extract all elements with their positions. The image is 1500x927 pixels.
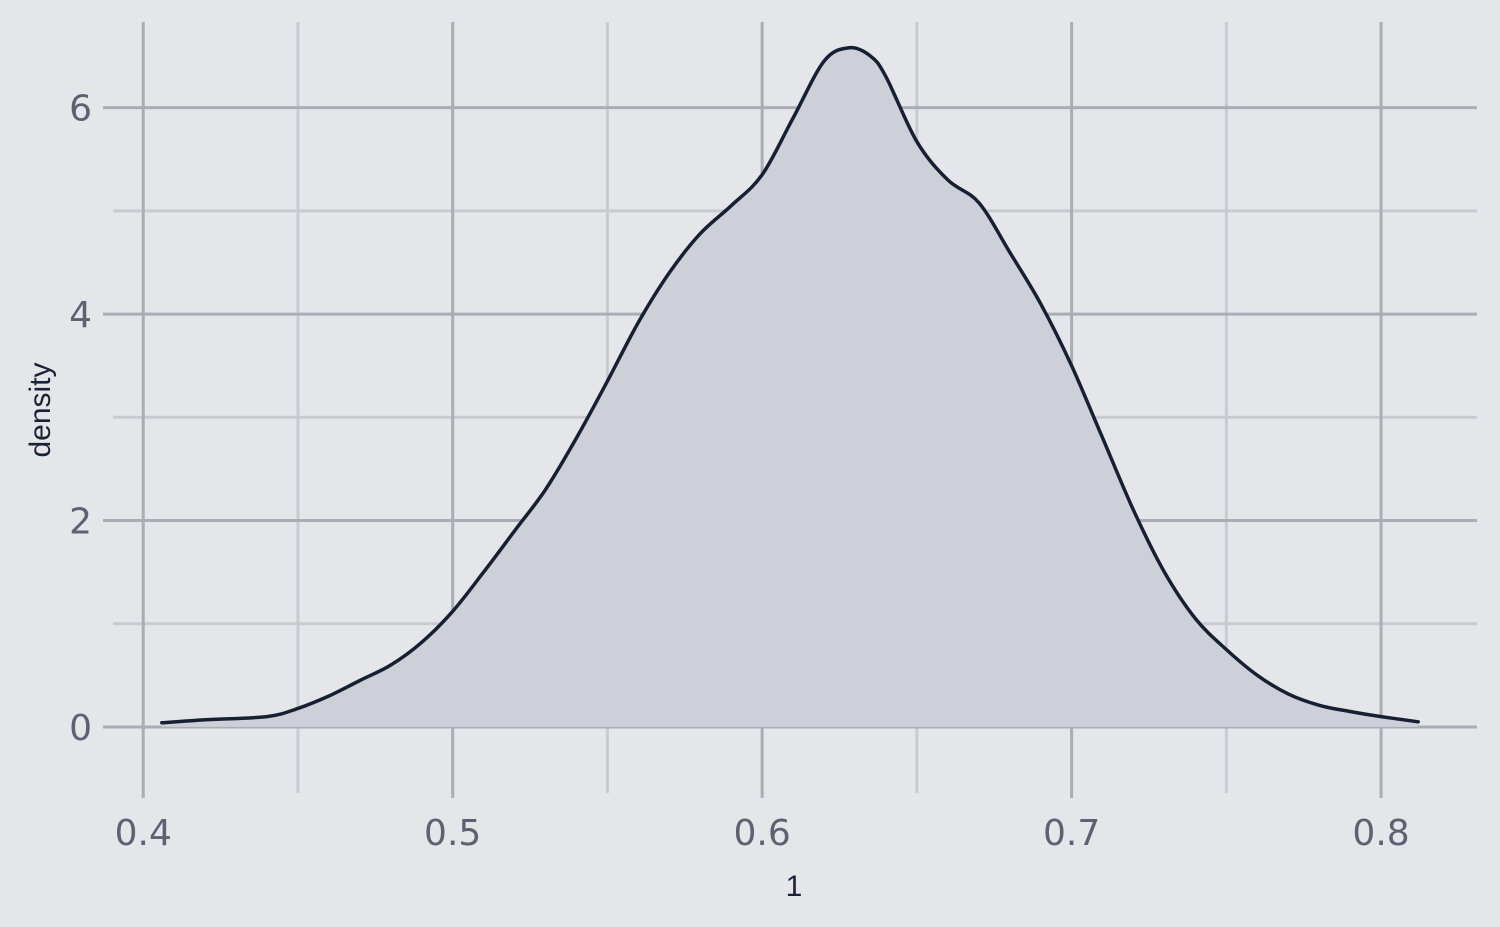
x-tick-label: 0.8 bbox=[1352, 813, 1409, 854]
y-tick-label: 0 bbox=[69, 708, 92, 749]
density-curve bbox=[160, 45, 1420, 725]
x-axis-tick-labels: 0.4 0.5 0.6 0.7 0.8 bbox=[115, 813, 1410, 854]
y-tick-label: 4 bbox=[69, 295, 92, 336]
y-axis-title: density bbox=[24, 362, 57, 457]
x-axis-title: 1 bbox=[786, 870, 803, 903]
y-tick-label: 2 bbox=[69, 502, 92, 543]
x-tick-label: 0.4 bbox=[115, 813, 172, 854]
y-axis-tick-labels: 0 2 4 6 bbox=[69, 89, 92, 749]
y-tick-label: 6 bbox=[69, 89, 92, 130]
x-tick-label: 0.5 bbox=[424, 813, 481, 854]
x-tick-label: 0.6 bbox=[734, 813, 791, 854]
density-area bbox=[161, 47, 1419, 727]
x-tick-label: 0.7 bbox=[1043, 813, 1100, 854]
